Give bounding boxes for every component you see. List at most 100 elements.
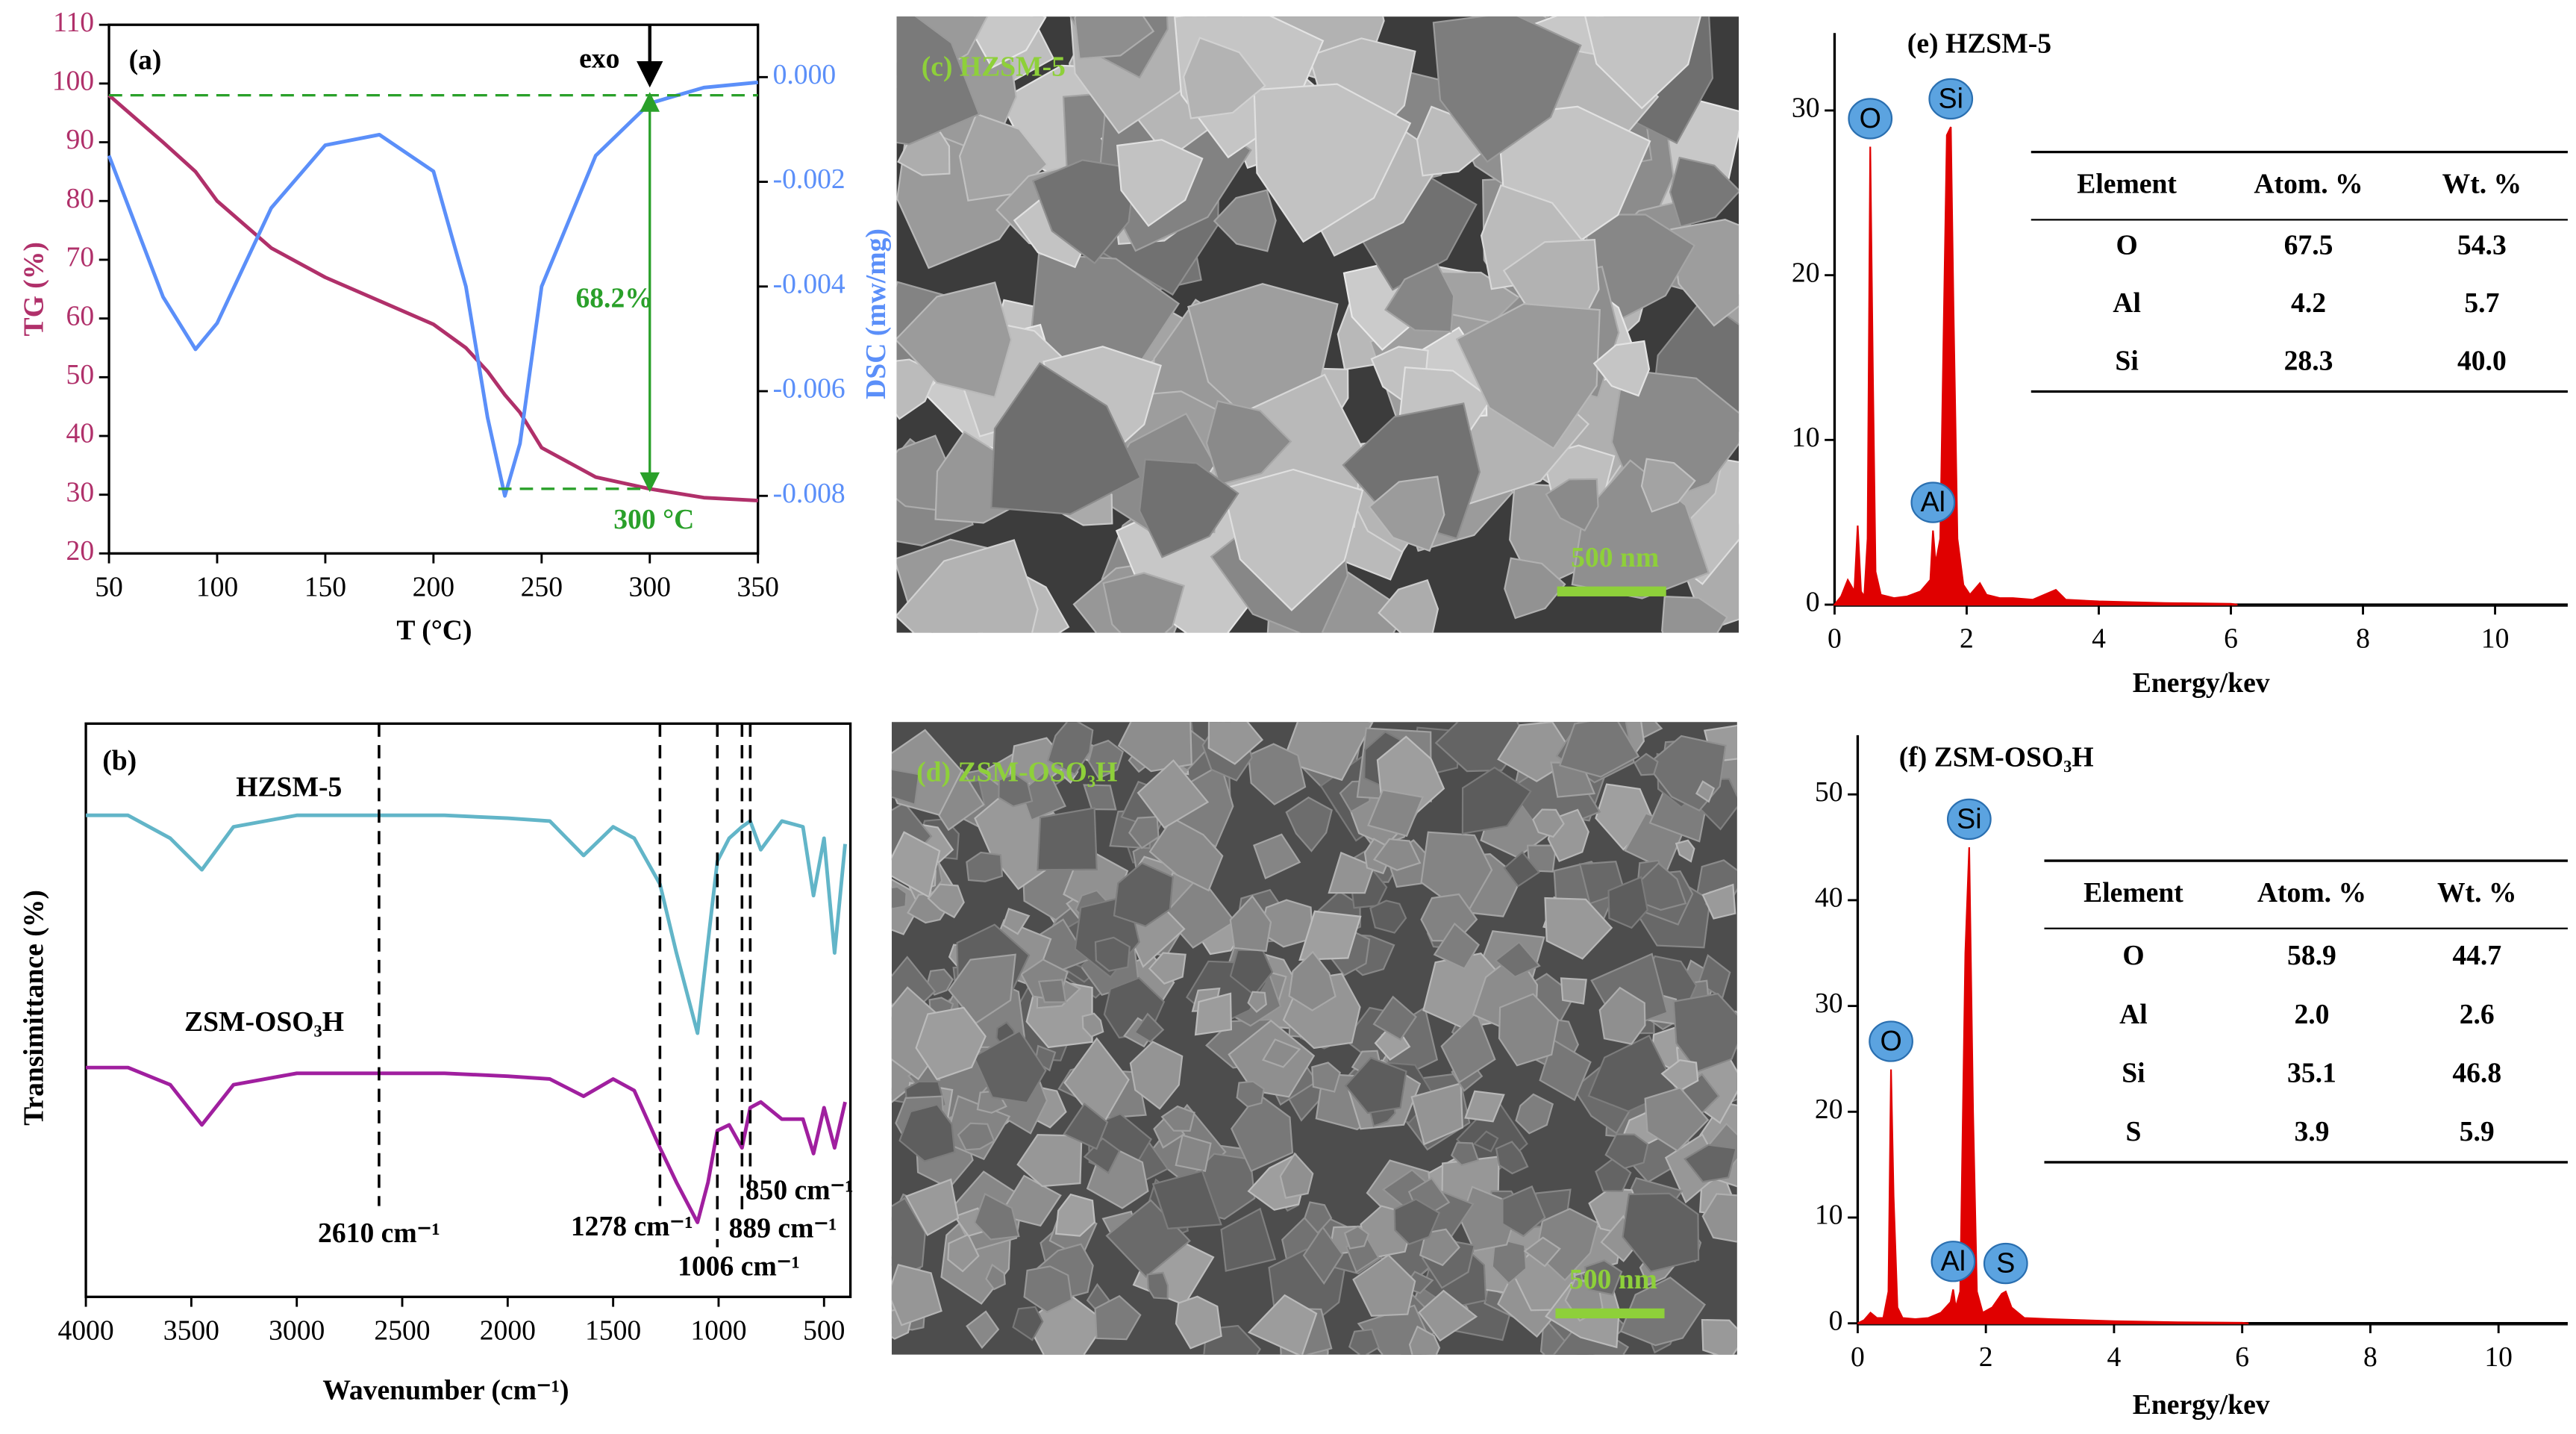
grain xyxy=(948,953,1016,1025)
grain xyxy=(1393,1198,1441,1245)
y-tick-label: 80 xyxy=(66,183,95,214)
y-tick-label: 30 xyxy=(1792,93,1820,124)
grain xyxy=(1433,922,1481,970)
micrograph xyxy=(896,16,1739,633)
x-tick-label: 3000 xyxy=(269,1315,325,1347)
grain xyxy=(1151,1170,1222,1230)
x-tick-label: 250 xyxy=(521,572,563,603)
x-tick-label: 4 xyxy=(2092,623,2106,654)
grain xyxy=(1461,766,1532,835)
y-tick-label: 30 xyxy=(1815,988,1843,1019)
grain xyxy=(1023,1265,1073,1313)
y-axis-title: Transimittance (%) xyxy=(18,890,49,1126)
y-tick-label: 0 xyxy=(1806,587,1820,618)
peak-badge xyxy=(1848,98,1893,140)
grain xyxy=(1472,1130,1499,1153)
grain xyxy=(1343,1225,1370,1250)
panel-label: (f) ZSM-OSO₃H xyxy=(1899,742,2094,773)
grain xyxy=(1515,1093,1554,1135)
table-header: Atom. % xyxy=(2257,877,2366,908)
grain xyxy=(1183,37,1266,119)
grain xyxy=(1129,1041,1184,1110)
series-label: ZSM-OSO₃H xyxy=(184,1006,344,1038)
x-tick-label: 500 xyxy=(803,1315,845,1347)
grain xyxy=(1455,302,1601,450)
grain xyxy=(1138,458,1239,558)
marker-label: 850 cm⁻¹ xyxy=(745,1175,854,1206)
x-axis-title: Energy/kev xyxy=(2133,667,2270,699)
x-tick-label: 100 xyxy=(196,572,238,603)
y-tick-label: 60 xyxy=(66,300,95,331)
grain xyxy=(1523,1236,1561,1268)
peak-badge xyxy=(1910,481,1956,523)
image-label: (c) HZSM-5 xyxy=(922,52,1066,83)
x-axis-title: T (°C) xyxy=(396,614,472,646)
table-header: Wt. % xyxy=(2437,877,2517,908)
grain xyxy=(1367,789,1425,838)
x-tick-label: 0 xyxy=(1851,1341,1865,1373)
x-tick-label: 2 xyxy=(1960,623,1974,654)
panel-label: (e) HZSM-5 xyxy=(1907,28,2051,60)
grain xyxy=(1378,579,1439,633)
x-tick-label: 1500 xyxy=(585,1315,641,1347)
table-cell: 5.9 xyxy=(2460,1116,2495,1147)
table-cell: O xyxy=(2116,230,2137,261)
grain xyxy=(1584,1259,1623,1296)
grain xyxy=(1081,1012,1104,1038)
y-tick-label: 10 xyxy=(1815,1200,1843,1231)
grain xyxy=(1117,722,1192,773)
table-cell: Si xyxy=(2122,1057,2145,1088)
grain xyxy=(1128,816,1160,850)
table-cell: Al xyxy=(2119,999,2148,1030)
plot-frame xyxy=(84,722,852,1298)
grain xyxy=(1016,1134,1083,1188)
grain xyxy=(1432,16,1582,163)
table-cell: 46.8 xyxy=(2452,1057,2501,1088)
scale-bar-label: 500 nm xyxy=(1569,1264,1657,1295)
x-axis-title: Energy/kev xyxy=(2133,1389,2270,1421)
x-tick-label: 0 xyxy=(1828,623,1842,654)
panel-label: (a) xyxy=(129,45,162,76)
grain xyxy=(1074,16,1155,60)
x-tick-label: 10 xyxy=(2481,623,2510,654)
grain xyxy=(1498,993,1560,1067)
grain xyxy=(1054,1193,1096,1237)
table-header: Element xyxy=(2077,169,2177,200)
grain xyxy=(915,1006,987,1081)
grain xyxy=(1094,1294,1142,1341)
grain xyxy=(1229,894,1272,953)
grain xyxy=(1592,340,1651,397)
grain xyxy=(1494,941,1541,978)
x-tick-label: 6 xyxy=(2224,623,2238,654)
grain xyxy=(1344,1056,1407,1115)
grain xyxy=(1231,1092,1294,1173)
grain xyxy=(957,1122,995,1151)
table-cell: 2.6 xyxy=(2460,999,2495,1030)
grain xyxy=(1701,1193,1737,1243)
grain xyxy=(1644,1087,1710,1153)
table-header: Atom. % xyxy=(2254,169,2363,200)
x-tick-label: 8 xyxy=(2363,1341,2378,1373)
grain xyxy=(1247,1294,1318,1355)
y2-tick-label: 0.000 xyxy=(773,59,837,90)
grain xyxy=(1669,156,1739,228)
table-cell: 35.1 xyxy=(2287,1057,2336,1088)
grain xyxy=(1282,722,1374,782)
plot-frame xyxy=(107,23,760,555)
grain xyxy=(1083,1137,1121,1174)
y-tick-label: 10 xyxy=(1792,422,1820,453)
y-tick-label: 20 xyxy=(1815,1094,1843,1125)
peak-label: O xyxy=(1880,1025,1901,1056)
grain xyxy=(1622,1192,1700,1273)
marker-label: 2610 cm⁻¹ xyxy=(318,1218,440,1249)
grain xyxy=(1012,1306,1044,1341)
y-tick-label: 40 xyxy=(66,418,95,449)
grain xyxy=(1037,807,1098,871)
peak-label: Si xyxy=(1957,803,1981,835)
grain xyxy=(1695,780,1716,803)
grain xyxy=(947,1233,980,1273)
image-label: (d) ZSM-OSO₃H xyxy=(916,757,1117,788)
grain xyxy=(1148,817,1224,892)
table-cell: Si xyxy=(2115,346,2138,377)
